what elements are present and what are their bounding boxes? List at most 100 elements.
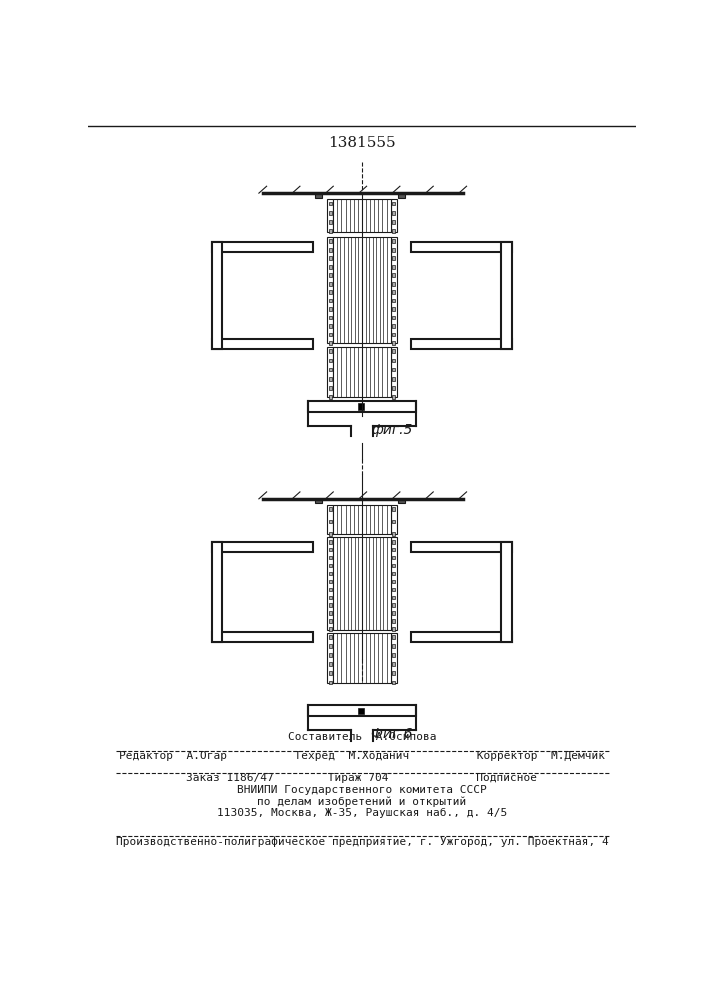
Bar xyxy=(392,644,395,648)
Bar xyxy=(392,359,395,362)
Bar xyxy=(333,633,391,683)
Bar xyxy=(329,572,332,575)
Bar xyxy=(392,299,395,302)
Bar xyxy=(392,556,395,559)
Bar xyxy=(327,537,333,630)
Bar xyxy=(392,307,395,311)
Bar xyxy=(392,540,395,544)
Bar xyxy=(392,520,395,523)
Bar xyxy=(391,505,397,534)
Bar xyxy=(329,248,332,252)
Bar xyxy=(327,237,333,343)
Bar xyxy=(329,556,332,559)
Bar xyxy=(329,273,332,277)
Bar xyxy=(329,644,332,648)
Bar xyxy=(329,368,332,371)
Bar xyxy=(333,237,391,343)
Text: Производственно-полиграфическое предприятие, г. Ужгород, ул. Проектная, 4: Производственно-полиграфическое предприя… xyxy=(115,836,608,847)
Bar xyxy=(392,333,395,336)
Bar xyxy=(392,273,395,277)
Bar xyxy=(392,572,395,575)
Bar xyxy=(391,347,397,397)
Bar xyxy=(329,532,332,536)
Bar xyxy=(329,635,332,639)
Bar xyxy=(392,395,395,399)
Bar xyxy=(501,242,512,349)
Bar xyxy=(392,265,395,269)
Bar xyxy=(392,290,395,294)
Bar xyxy=(329,520,332,523)
Bar xyxy=(392,386,395,390)
Bar xyxy=(398,193,404,198)
Bar xyxy=(392,603,395,607)
Bar xyxy=(329,211,332,215)
Bar xyxy=(327,199,333,232)
Text: Фиг 6: Фиг 6 xyxy=(371,727,413,741)
Bar xyxy=(392,248,395,252)
Bar xyxy=(329,588,332,591)
Bar xyxy=(329,386,332,390)
Bar xyxy=(212,632,313,642)
Bar xyxy=(392,681,395,684)
Bar xyxy=(392,211,395,215)
Bar xyxy=(329,377,332,381)
Bar xyxy=(329,681,332,684)
Bar xyxy=(392,239,395,243)
Bar xyxy=(329,299,332,302)
Bar xyxy=(329,540,332,544)
Bar xyxy=(411,242,512,252)
Bar xyxy=(392,316,395,319)
Bar xyxy=(308,705,416,716)
Text: Заказ 1186/47        Тираж 704             Подписное: Заказ 1186/47 Тираж 704 Подписное xyxy=(187,773,537,783)
Bar xyxy=(308,401,416,412)
Text: 113035, Москва, Ж-35, Раушская наб., д. 4/5: 113035, Москва, Ж-35, Раушская наб., д. … xyxy=(217,808,507,818)
Bar xyxy=(392,532,395,536)
Bar xyxy=(329,229,332,233)
Bar xyxy=(333,199,391,232)
Bar xyxy=(392,229,395,233)
Bar xyxy=(392,202,395,205)
Text: по делам изобретений и открытий: по делам изобретений и открытий xyxy=(257,796,467,807)
Bar xyxy=(392,653,395,657)
Bar xyxy=(392,662,395,666)
Bar xyxy=(392,671,395,675)
Bar xyxy=(329,239,332,243)
Text: ВНИИПИ Государственного комитета СССР: ВНИИПИ Государственного комитета СССР xyxy=(237,785,487,795)
Bar xyxy=(392,588,395,591)
Bar xyxy=(392,341,395,345)
Bar xyxy=(329,324,332,328)
Bar xyxy=(315,499,322,503)
Bar xyxy=(327,505,333,534)
Bar xyxy=(392,619,395,623)
Bar xyxy=(329,333,332,336)
Bar xyxy=(329,307,332,311)
Bar xyxy=(329,507,332,511)
Bar xyxy=(327,633,333,683)
Bar xyxy=(391,633,397,683)
Bar xyxy=(329,596,332,599)
Bar xyxy=(329,548,332,551)
Bar xyxy=(333,347,391,397)
Bar xyxy=(411,632,512,642)
Bar xyxy=(329,341,332,345)
Bar xyxy=(329,359,332,362)
Bar xyxy=(333,505,391,534)
Text: Составитель  А.Осипова: Составитель А.Осипова xyxy=(288,732,436,742)
Bar xyxy=(329,395,332,399)
Bar xyxy=(411,542,512,552)
Bar xyxy=(392,635,395,639)
Bar xyxy=(358,403,364,410)
Bar xyxy=(212,339,313,349)
Bar xyxy=(329,603,332,607)
Bar xyxy=(333,537,391,630)
Bar xyxy=(212,542,223,642)
Bar xyxy=(392,220,395,224)
Bar xyxy=(358,708,364,714)
Bar xyxy=(392,368,395,371)
Bar xyxy=(329,282,332,286)
Bar xyxy=(392,377,395,381)
Bar xyxy=(329,349,332,353)
Bar xyxy=(391,537,397,630)
Bar xyxy=(212,242,223,349)
Bar xyxy=(392,507,395,511)
